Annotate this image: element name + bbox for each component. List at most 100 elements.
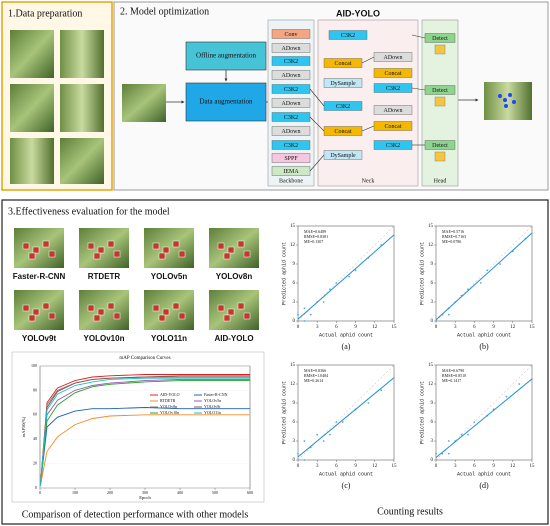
neck-block-label: Concat <box>335 129 352 135</box>
detection-box <box>243 250 251 258</box>
neck-block-label: Concat <box>385 124 402 130</box>
series-line <box>39 414 250 486</box>
x-tick-label: 3 <box>316 325 319 330</box>
head-block-label: Detect <box>432 143 448 149</box>
fit-line <box>297 234 395 320</box>
identity-line <box>435 364 533 461</box>
y-tick-label: 15 <box>428 224 434 229</box>
y-tick-label: 6 <box>293 281 296 286</box>
section-3-title: 3.Effectiveness evaluation for the model <box>8 206 170 217</box>
detect-cube <box>434 96 446 107</box>
y-axis-label: Predicted aphid count <box>419 242 425 305</box>
backbone-block-label: C3K2 <box>284 87 298 93</box>
scatter-point <box>329 433 331 436</box>
neck-block-label: C3K2 <box>336 104 350 110</box>
detection-box <box>93 252 101 260</box>
scatter-point <box>322 440 325 442</box>
y-axis-label: Predicted aphid count <box>281 242 287 305</box>
scatter-point <box>367 402 370 404</box>
model-name: YOLOv9t <box>22 334 57 343</box>
y-tick-label: 6 <box>293 420 296 425</box>
y-tick-label: 9 <box>293 401 296 406</box>
scatter-point <box>447 313 450 316</box>
x-tick-label: 9 <box>492 464 495 469</box>
output-image <box>484 82 532 120</box>
y-tick-label: 15 <box>428 363 434 368</box>
detection-box <box>97 308 105 316</box>
scatter-point <box>303 320 306 322</box>
x-axis-label: Epoch <box>139 495 151 500</box>
y-tick-label: 3 <box>293 300 296 305</box>
y-tick-label: 100 <box>31 363 37 368</box>
model-name: Faster-R-CNN <box>13 272 66 281</box>
x-axis-label: Actual aphid count <box>457 471 511 477</box>
metric-label: MAE=0.6489 <box>304 229 326 234</box>
x-axis-label: Actual aphid count <box>319 332 373 338</box>
detection-box <box>152 242 160 250</box>
detection-box <box>87 242 95 250</box>
detection-box <box>48 312 56 320</box>
detection-box <box>178 312 186 320</box>
y-tick-label: 12 <box>428 243 434 248</box>
scatter-point <box>316 433 319 436</box>
x-tick-label: 12 <box>510 464 516 469</box>
scatter-point <box>499 263 501 265</box>
metric-label: MAE=0.8366 <box>304 368 326 373</box>
metric-label: MAE=0.6790 <box>442 368 464 373</box>
detection-box <box>28 252 36 260</box>
connector <box>411 34 426 39</box>
scatter-point <box>303 459 306 461</box>
y-tick-label: 0 <box>293 319 296 324</box>
augment-box <box>185 82 267 122</box>
legend-label: YOLOv8n <box>160 404 177 409</box>
backbone-block-box <box>271 153 311 163</box>
x-tick-label: 15 <box>392 464 398 469</box>
backbone-block-label: SPPF <box>284 156 298 162</box>
detection-box <box>32 308 40 316</box>
backbone-block-label: ADown <box>282 73 301 79</box>
detection-box <box>227 246 235 254</box>
augment-label: Data augmentation <box>199 98 253 106</box>
x-tick-label: 6 <box>335 464 338 469</box>
x-tick-label: 100 <box>72 490 78 495</box>
x-tick-label: 0 <box>435 464 438 469</box>
scatter-point <box>479 282 482 284</box>
detection-box <box>97 246 105 254</box>
plot-label: (d) <box>479 481 489 490</box>
y-tick-label: 0 <box>431 319 434 324</box>
scatter-point <box>467 433 469 436</box>
identity-line <box>435 225 533 322</box>
fit-line <box>435 232 533 321</box>
series-line <box>39 377 250 486</box>
y-tick-label: 6 <box>431 281 434 286</box>
neck-block-label: Concat <box>335 61 352 67</box>
neck-block-label: ADown <box>384 108 403 114</box>
detection-box <box>227 308 235 316</box>
identity-line <box>297 225 395 322</box>
scatter-point <box>447 440 450 442</box>
x-tick-label: 200 <box>107 490 113 495</box>
detection-box <box>172 302 180 310</box>
x-tick-label: 3 <box>316 464 319 469</box>
y-axis-label: mAP50(%) <box>21 416 26 437</box>
scatter-point <box>341 421 344 423</box>
x-axis-label: Actual aphid count <box>319 471 373 477</box>
y-tick-label: 20 <box>33 461 37 466</box>
detection-box <box>42 240 50 248</box>
neck-block-label: Concat <box>385 71 402 77</box>
model-title: AID-YOLO <box>336 8 380 18</box>
scatter-point <box>486 269 489 272</box>
detection-box <box>42 302 50 310</box>
y-tick-label: 0 <box>293 458 296 463</box>
backbone-block-label: C3K2 <box>284 59 298 65</box>
legend-label: YOLOv10n <box>160 410 179 415</box>
metric-label: RMSE=0.7163 <box>442 234 466 239</box>
x-tick-label: 15 <box>530 464 536 469</box>
detection-box <box>178 250 186 258</box>
scatter-point <box>435 320 437 322</box>
detection-box <box>28 314 36 322</box>
metric-label: RMSE=1.0484 <box>304 373 328 378</box>
scatter-point <box>335 282 338 284</box>
counting-caption: Counting results <box>377 506 443 517</box>
backbone-label: Backbone <box>279 178 303 184</box>
